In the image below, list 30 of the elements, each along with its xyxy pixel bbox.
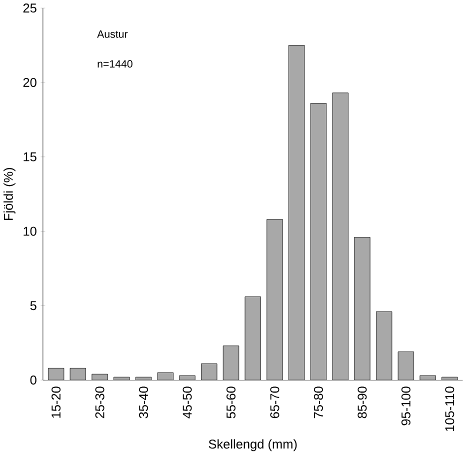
annotation: Austur	[97, 30, 128, 38]
x-tick-label: 35-40	[139, 386, 148, 418]
bar	[310, 103, 326, 380]
bar	[201, 364, 218, 380]
x-tick-label: 75-80	[314, 386, 323, 418]
x-tick-label: 105-110	[445, 386, 454, 432]
y-tick-label: 5	[30, 301, 36, 310]
x-tick-label: 25-30	[95, 386, 104, 418]
y-tick-label: 20	[23, 78, 36, 88]
annotation: n=1440	[98, 60, 132, 68]
x-tick-label: 85-90	[358, 386, 367, 418]
x-tick-label: 55-60	[226, 386, 236, 418]
bar	[332, 93, 348, 380]
x-tick-label: 95-100	[401, 386, 410, 426]
y-axis-title: Fjöldi (%)	[4, 168, 16, 220]
bar	[223, 346, 239, 380]
bar	[288, 45, 304, 380]
x-tick-label: 45-50	[182, 386, 192, 419]
x-tick-label: 65-70	[270, 386, 280, 418]
x-tick-label: 15-20	[52, 386, 61, 418]
y-tick-label: 10	[24, 226, 36, 236]
bar	[266, 220, 283, 380]
y-tick-label: 15	[24, 152, 36, 162]
bar	[398, 352, 414, 380]
y-tick-label: 0	[30, 376, 36, 385]
x-axis-title: Skellengd (mm)	[208, 439, 297, 452]
y-tick-label: 25	[23, 4, 36, 13]
bar	[376, 312, 392, 380]
bar	[244, 296, 261, 380]
bar	[354, 237, 370, 380]
